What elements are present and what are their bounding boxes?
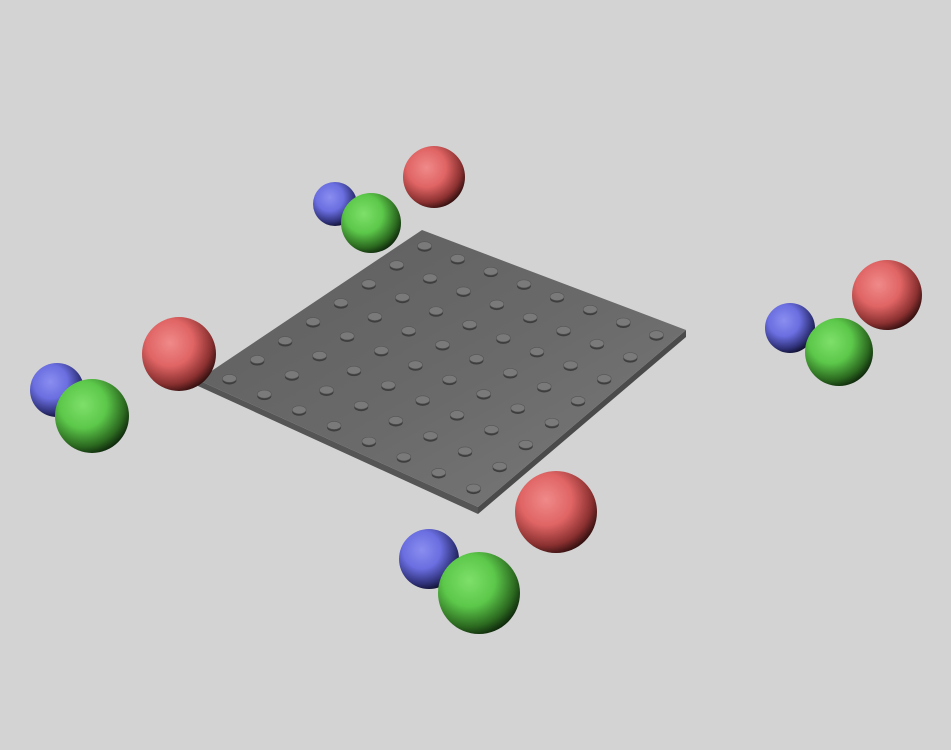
peg <box>435 340 450 351</box>
peg <box>401 326 416 337</box>
red-sphere-left[interactable] <box>142 317 216 391</box>
peg <box>484 425 499 436</box>
peg <box>518 439 534 451</box>
peg <box>570 396 586 407</box>
peg <box>563 360 578 371</box>
peg <box>312 351 327 362</box>
red-sphere-bottom[interactable] <box>515 471 597 553</box>
peg <box>417 241 432 252</box>
peg <box>489 299 505 311</box>
peg <box>623 352 638 363</box>
peg <box>374 346 389 357</box>
board-plate[interactable] <box>198 230 686 514</box>
peg <box>423 431 438 442</box>
peg <box>428 306 444 317</box>
green-sphere-top[interactable] <box>341 193 401 253</box>
peg <box>381 380 396 391</box>
peg <box>483 266 499 278</box>
peg <box>431 468 446 479</box>
peg <box>291 405 307 416</box>
red-sphere-top[interactable] <box>403 146 465 208</box>
peg <box>305 317 321 328</box>
green-sphere-bottom[interactable] <box>438 552 520 634</box>
peg <box>361 436 377 448</box>
peg <box>589 339 605 350</box>
peg <box>389 260 404 271</box>
peg <box>462 320 477 331</box>
peg <box>469 354 484 365</box>
peg <box>284 370 300 381</box>
green-sphere-right[interactable] <box>805 318 873 386</box>
peg <box>250 355 265 366</box>
peg <box>257 389 272 401</box>
peg <box>450 254 465 265</box>
peg <box>339 331 355 342</box>
peg <box>536 382 552 393</box>
plate-edge-left <box>198 380 478 514</box>
plate-edge-right <box>478 330 686 514</box>
peg <box>395 292 410 304</box>
peg <box>492 461 507 473</box>
peg <box>396 452 412 463</box>
peg <box>544 418 560 429</box>
peg <box>457 446 473 457</box>
peg <box>556 326 571 337</box>
peg <box>529 347 545 358</box>
peg <box>415 395 430 406</box>
peg <box>582 304 598 316</box>
peg <box>476 389 491 400</box>
plate-top-face <box>198 230 686 507</box>
peg <box>549 292 565 303</box>
peg <box>361 279 377 290</box>
peg <box>449 410 465 421</box>
peg <box>442 374 457 386</box>
peg <box>222 374 237 385</box>
peg <box>510 403 526 414</box>
peg <box>388 416 404 427</box>
green-sphere-left[interactable] <box>55 379 129 453</box>
red-sphere-right[interactable] <box>852 260 922 330</box>
peg <box>503 368 518 379</box>
peg <box>333 298 349 309</box>
peg <box>616 317 631 328</box>
sphere-layer <box>30 146 922 634</box>
peg <box>319 385 334 396</box>
peg <box>596 374 612 385</box>
peg <box>408 360 423 371</box>
blue-sphere-right[interactable] <box>765 303 815 353</box>
peg <box>277 336 293 347</box>
peg <box>649 330 664 341</box>
peg <box>353 400 369 412</box>
peg-grid <box>222 241 664 495</box>
peg <box>346 365 362 377</box>
peg <box>326 421 342 432</box>
peg <box>466 483 481 495</box>
peg <box>422 273 438 284</box>
peg <box>367 312 383 323</box>
peg <box>516 279 532 290</box>
peg <box>496 333 511 344</box>
peg <box>456 286 471 297</box>
peg <box>522 312 538 324</box>
